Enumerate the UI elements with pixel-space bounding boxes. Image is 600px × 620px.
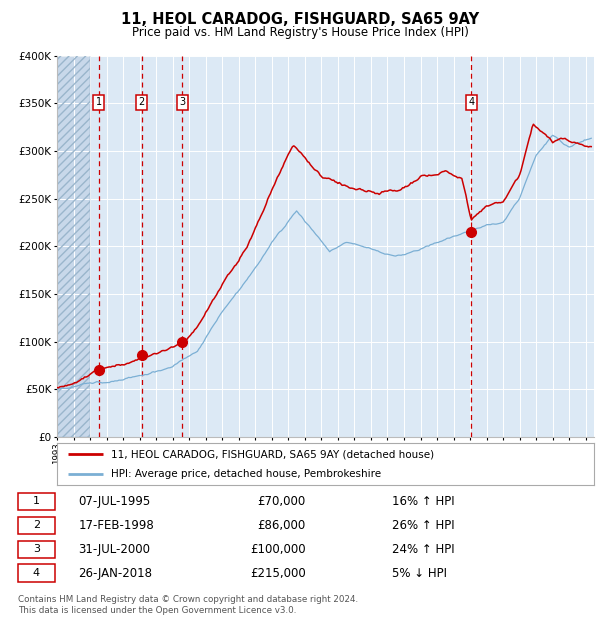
Bar [57,56,90,437]
Text: £70,000: £70,000 [257,495,306,508]
FancyBboxPatch shape [18,493,55,510]
FancyBboxPatch shape [18,541,55,558]
Text: 5% ↓ HPI: 5% ↓ HPI [392,567,447,580]
Text: HPI: Average price, detached house, Pembrokeshire: HPI: Average price, detached house, Pemb… [111,469,381,479]
Text: 3: 3 [179,97,185,107]
Text: 1: 1 [33,497,40,507]
Text: 17-FEB-1998: 17-FEB-1998 [78,519,154,532]
Text: 07-JUL-1995: 07-JUL-1995 [78,495,151,508]
Text: 11, HEOL CARADOG, FISHGUARD, SA65 9AY: 11, HEOL CARADOG, FISHGUARD, SA65 9AY [121,12,479,27]
Text: 2: 2 [139,97,145,107]
Text: 31-JUL-2000: 31-JUL-2000 [78,543,150,556]
Text: £215,000: £215,000 [250,567,306,580]
Text: 26% ↑ HPI: 26% ↑ HPI [392,519,455,532]
Text: Price paid vs. HM Land Registry's House Price Index (HPI): Price paid vs. HM Land Registry's House … [131,26,469,39]
FancyBboxPatch shape [18,516,55,534]
Text: 3: 3 [33,544,40,554]
Text: 1: 1 [95,97,102,107]
Text: 26-JAN-2018: 26-JAN-2018 [78,567,152,580]
Text: 4: 4 [33,569,40,578]
Text: 11, HEOL CARADOG, FISHGUARD, SA65 9AY (detached house): 11, HEOL CARADOG, FISHGUARD, SA65 9AY (d… [111,450,434,459]
Bar [57,56,90,437]
Text: 2: 2 [33,520,40,531]
Text: £86,000: £86,000 [257,519,306,532]
Text: 16% ↑ HPI: 16% ↑ HPI [392,495,455,508]
Text: £100,000: £100,000 [250,543,306,556]
Text: 24% ↑ HPI: 24% ↑ HPI [392,543,455,556]
Text: 4: 4 [468,97,474,107]
FancyBboxPatch shape [18,564,55,582]
Text: Contains HM Land Registry data © Crown copyright and database right 2024.: Contains HM Land Registry data © Crown c… [18,595,358,604]
Text: This data is licensed under the Open Government Licence v3.0.: This data is licensed under the Open Gov… [18,606,296,616]
